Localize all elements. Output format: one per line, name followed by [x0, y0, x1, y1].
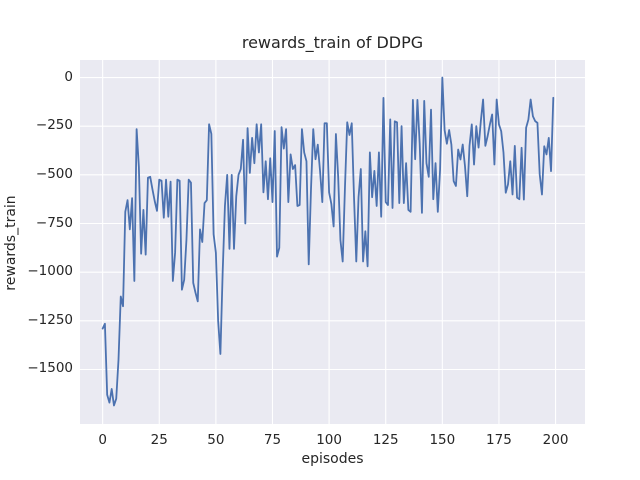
x-tick-label: 200: [542, 432, 569, 448]
x-tick-label: 150: [429, 432, 456, 448]
x-tick-label: 25: [150, 432, 168, 448]
x-tick-label: 75: [263, 432, 282, 448]
x-axis-label: episodes: [301, 451, 364, 467]
y-tick-label: −500: [35, 165, 73, 182]
reward-line-series: [101, 76, 555, 407]
x-tick-label: 125: [372, 432, 399, 448]
y-tick-label: 0: [64, 68, 73, 85]
y-tick-label: −250: [35, 117, 73, 134]
y-tick-label: −1500: [27, 360, 73, 377]
x-tick-label: 175: [486, 432, 512, 448]
x-tick-label: 0: [98, 432, 107, 448]
y-tick-label: −1250: [27, 311, 73, 328]
x-tick-label: 100: [316, 432, 342, 448]
chart-title: rewards_train of DDPG: [241, 33, 424, 52]
y-tick-label: −1000: [27, 263, 73, 280]
plot-area: [80, 60, 585, 424]
x-tick-label: 50: [207, 432, 225, 448]
y-tick-label: −750: [35, 214, 73, 231]
